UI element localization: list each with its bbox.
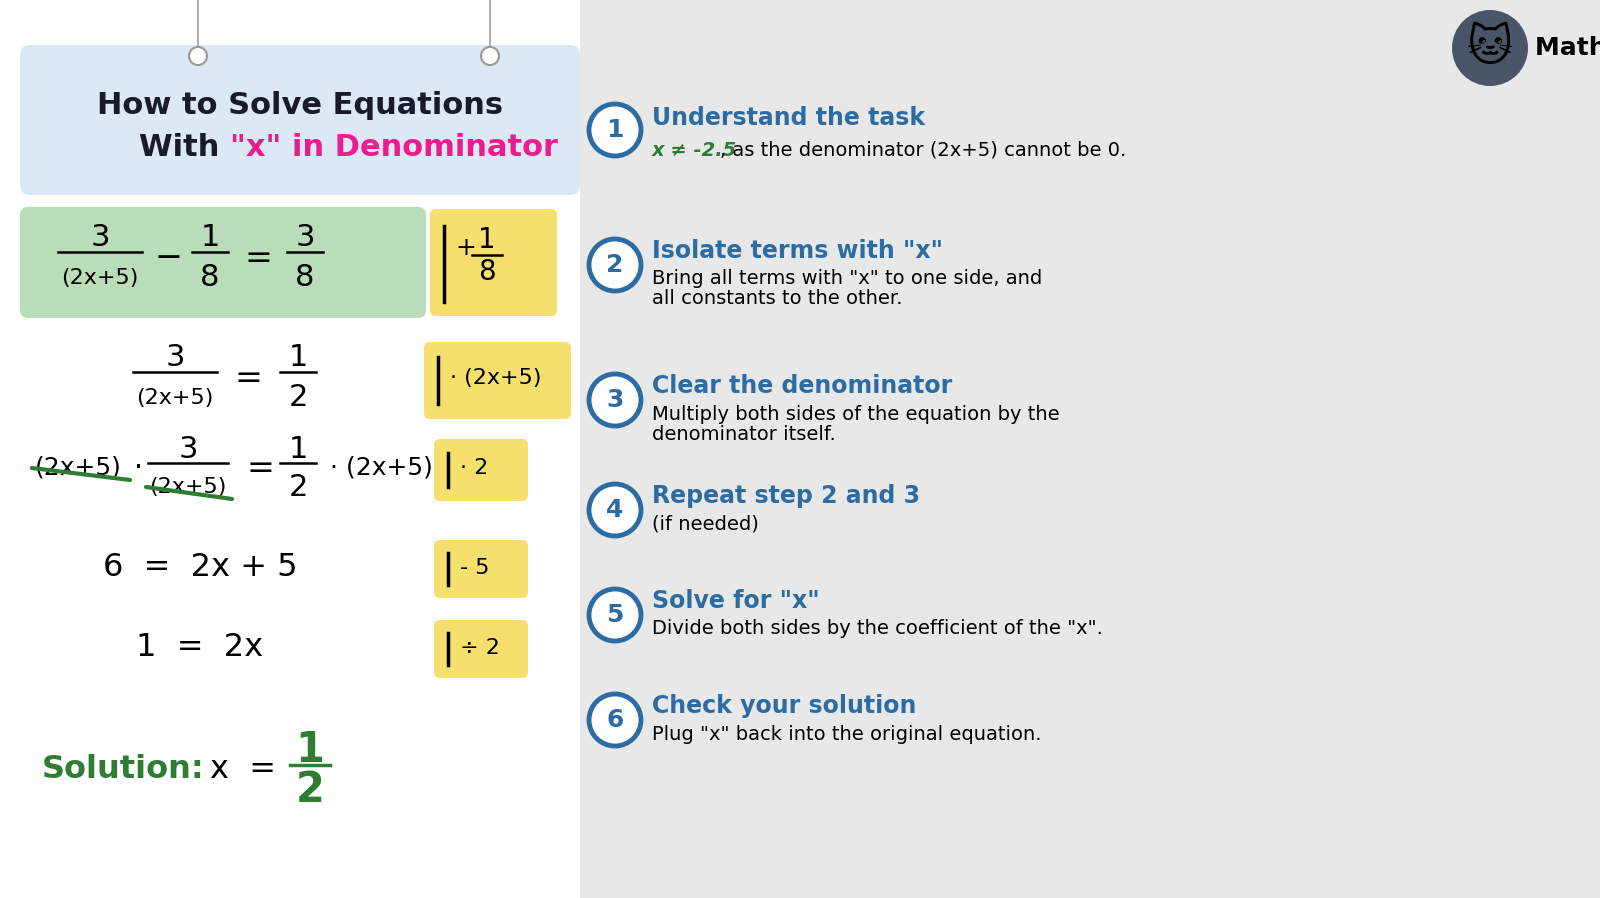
Text: Solution:: Solution: [42,754,205,786]
Text: 4: 4 [606,498,624,522]
Text: (2x+5): (2x+5) [136,388,214,408]
Text: 🐱: 🐱 [1467,27,1514,69]
Text: 1  =  2x: 1 = 2x [136,632,264,664]
Text: · (2x+5): · (2x+5) [330,456,434,480]
Text: 8: 8 [200,263,219,293]
Text: · 2: · 2 [461,458,488,478]
Circle shape [589,589,642,641]
Text: 6  =  2x + 5: 6 = 2x + 5 [102,552,298,584]
Circle shape [589,374,642,426]
Text: Solve for "x": Solve for "x" [653,589,819,613]
Text: 3: 3 [296,224,315,252]
Text: (if needed): (if needed) [653,515,758,533]
Bar [579,0,1600,898]
Text: all constants to the other.: all constants to the other. [653,289,902,309]
Circle shape [189,47,206,65]
Text: "x" in Denominator: "x" in Denominator [230,134,558,163]
Text: Bring all terms with "x" to one side, and: Bring all terms with "x" to one side, an… [653,269,1042,288]
Text: x  =: x = [210,754,277,786]
Text: 3: 3 [90,224,110,252]
Text: 1: 1 [606,118,624,142]
Circle shape [589,104,642,156]
Text: · (2x+5): · (2x+5) [450,368,541,388]
Text: , as the denominator (2x+5) cannot be 0.: , as the denominator (2x+5) cannot be 0. [720,140,1126,160]
Text: 8: 8 [296,263,315,293]
FancyBboxPatch shape [19,45,579,195]
Text: Clear the denominator: Clear the denominator [653,374,952,398]
Text: Divide both sides by the coefficient of the "x".: Divide both sides by the coefficient of … [653,620,1102,638]
Text: x ≠ -2.5: x ≠ -2.5 [653,140,738,160]
Text: 3: 3 [606,388,624,412]
Text: - 5: - 5 [461,558,490,578]
Text: Check your solution: Check your solution [653,694,917,718]
Text: 3: 3 [178,436,198,464]
Text: With: With [139,134,230,163]
Text: (2x+5): (2x+5) [35,456,122,480]
FancyBboxPatch shape [424,342,571,419]
Text: 2: 2 [288,472,307,501]
Text: Repeat step 2 and 3: Repeat step 2 and 3 [653,484,920,508]
Text: Plug "x" back into the original equation.: Plug "x" back into the original equation… [653,725,1042,744]
Text: 2: 2 [296,769,325,811]
Text: ·: · [133,454,142,482]
Text: 3: 3 [165,344,184,373]
Text: 5: 5 [606,603,624,627]
Text: Understand the task: Understand the task [653,106,925,130]
Circle shape [589,694,642,746]
Circle shape [589,239,642,291]
FancyBboxPatch shape [434,439,528,501]
Text: denominator itself.: denominator itself. [653,425,835,444]
Text: =: = [245,242,272,275]
Text: Isolate terms with "x": Isolate terms with "x" [653,239,942,263]
Text: 1: 1 [200,224,219,252]
Text: −: − [154,242,182,275]
FancyBboxPatch shape [434,540,528,598]
Text: 8: 8 [478,258,496,286]
Text: (2x+5): (2x+5) [149,477,227,497]
Circle shape [482,47,499,65]
Text: 2: 2 [606,253,624,277]
Text: (2x+5): (2x+5) [61,268,139,288]
Text: Maths Angel: Maths Angel [1534,36,1600,60]
Text: +: + [454,236,475,260]
Text: Multiply both sides of the equation by the: Multiply both sides of the equation by t… [653,404,1059,424]
Circle shape [589,484,642,536]
Text: ÷ 2: ÷ 2 [461,638,499,658]
Text: How to Solve Equations: How to Solve Equations [98,91,502,119]
FancyBboxPatch shape [19,207,426,318]
FancyBboxPatch shape [434,620,528,678]
Text: =: = [246,452,274,485]
Text: =: = [234,362,262,394]
Text: 1: 1 [288,344,307,373]
Text: 1: 1 [478,226,496,254]
Text: 2: 2 [288,383,307,412]
Circle shape [1453,10,1528,86]
Bar [0,0,579,898]
FancyBboxPatch shape [430,209,557,316]
Text: 1: 1 [296,729,325,771]
Text: 1: 1 [288,436,307,464]
Text: 6: 6 [606,708,624,732]
